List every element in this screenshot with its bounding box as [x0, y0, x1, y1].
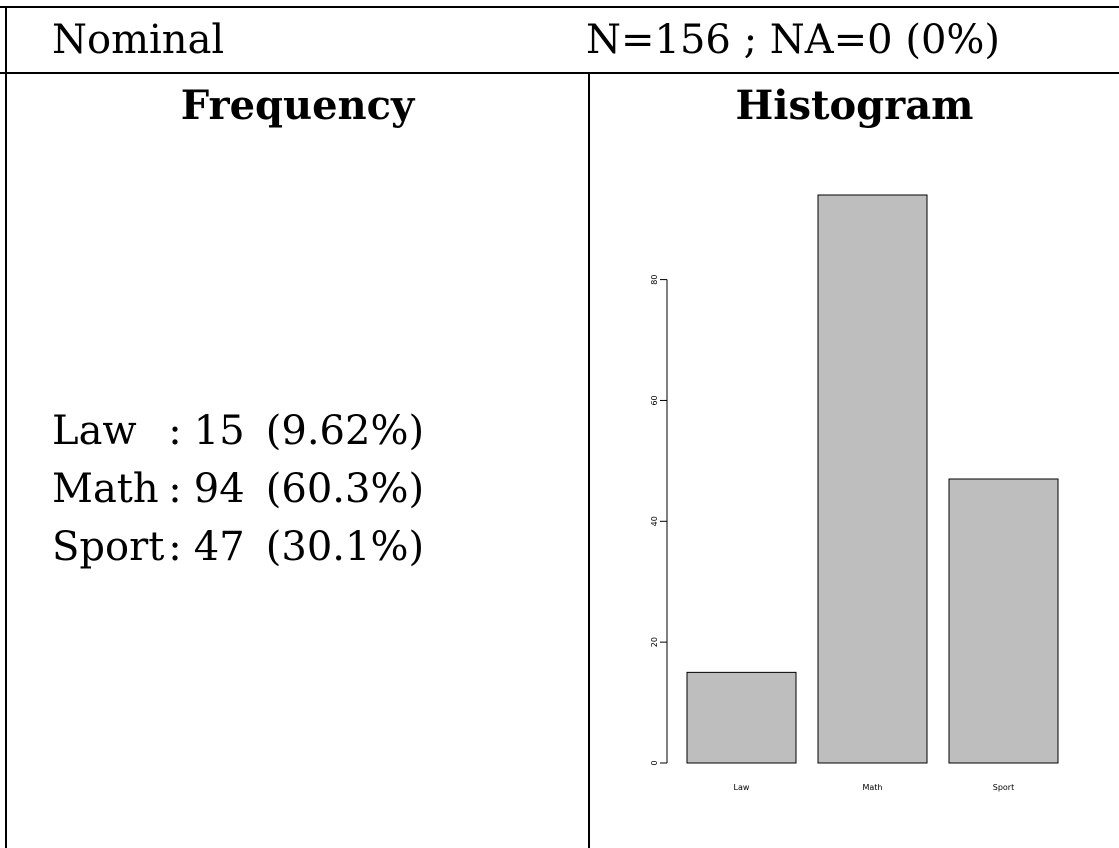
- x-category-label: Sport: [993, 783, 1014, 792]
- bar-math: [817, 194, 928, 764]
- frequency-category: Math: [52, 466, 159, 512]
- header-divider: [0, 72, 1119, 74]
- frequency-separator: :: [168, 408, 182, 454]
- x-category-label: Math: [862, 783, 882, 792]
- frequency-category: Sport: [52, 524, 165, 570]
- frequency-percent: (60.3%): [265, 466, 425, 512]
- y-tick-label: 80: [650, 275, 659, 285]
- y-tick-label: 20: [650, 637, 659, 647]
- y-tick-label: 0: [650, 760, 659, 765]
- x-category-label: Law: [734, 783, 750, 792]
- frequency-row: Sport:47 (30.1%): [52, 518, 424, 576]
- frequency-row: Math:94 (60.3%): [52, 460, 424, 518]
- frequency-row: Law:15 (9.62%): [52, 402, 424, 460]
- variable-type-label: Nominal: [52, 17, 225, 63]
- histogram-title: Histogram: [735, 82, 974, 129]
- top-border: [0, 6, 1119, 8]
- frequency-count: 15: [193, 408, 245, 454]
- frequency-percent: (30.1%): [265, 524, 425, 570]
- column-divider: [588, 73, 590, 848]
- summary-counts: N=156 ; NA=0 (0%): [586, 17, 1001, 63]
- frequency-table: Law:15 (9.62%) Math:94 (60.3%) Sport:47 (30.1…: [52, 402, 424, 576]
- frequency-percent: (9.62%): [265, 408, 425, 454]
- frequency-title: Frequency: [180, 82, 415, 129]
- bar-law: [686, 671, 797, 764]
- bar-sport: [948, 478, 1059, 764]
- frequency-separator: :: [168, 466, 182, 512]
- y-tick-label: 60: [650, 395, 659, 405]
- y-tick-label: 40: [650, 516, 659, 526]
- left-border: [5, 6, 7, 848]
- frequency-count: 47: [193, 524, 245, 570]
- frequency-category: Law: [52, 408, 137, 454]
- frequency-count: 94: [193, 466, 245, 512]
- frequency-separator: :: [168, 524, 182, 570]
